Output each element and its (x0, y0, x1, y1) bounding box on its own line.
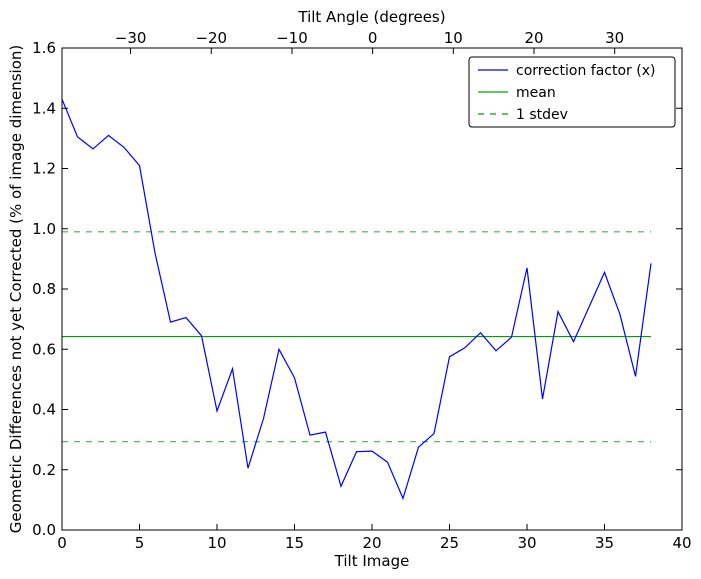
top-axis-label: Tilt Angle (degrees) (297, 8, 445, 26)
top-tick-label: −10 (276, 29, 308, 47)
y-tick-label: 0.6 (32, 340, 56, 358)
legend-label-mean: mean (516, 85, 556, 101)
top-tick-label: 20 (524, 29, 543, 47)
x-tick-label: 0 (57, 534, 67, 552)
y-tick-label: 1.4 (32, 99, 56, 117)
y-tick-label: 0.8 (32, 280, 56, 298)
y-tick-label: 1.6 (32, 39, 56, 57)
x-tick-label: 15 (285, 534, 304, 552)
y-axis-label: Geometric Differences not yet Corrected … (7, 45, 25, 534)
ticks-layer: 0 5 10 15 20 25 30 35 40 0.0 0.2 0.4 0.6 0.8 1.0 1.2 1.4… (32, 29, 691, 552)
y-tick-label: 0.2 (32, 461, 56, 479)
y-tick-label: 0.4 (32, 401, 56, 419)
legend-label-stdev: 1 stdev (516, 107, 568, 123)
top-tick-label: 30 (605, 29, 624, 47)
correction-factor-line (61, 98, 652, 501)
x-tick-label: 35 (595, 534, 614, 552)
x-tick-label: 25 (440, 534, 459, 552)
top-tick-label: 10 (444, 29, 463, 47)
y-tick-label: 1.2 (32, 160, 56, 178)
x-tick-label: 30 (517, 534, 536, 552)
series-layer (61, 98, 652, 501)
x-tick-label: 10 (207, 534, 226, 552)
x-tick-label: 40 (672, 534, 691, 552)
x-tick-label: 5 (135, 534, 145, 552)
top-tick-label: −20 (195, 29, 227, 47)
x-tick-label: 20 (362, 534, 381, 552)
x-axis-label: Tilt Image (334, 552, 410, 570)
legend-box (468, 56, 676, 128)
legend-label-correction: correction factor (x) (516, 63, 655, 79)
top-tick-label: 0 (368, 29, 378, 47)
y-tick-label: 0.0 (32, 521, 56, 539)
y-tick-label: 1.0 (32, 220, 56, 238)
legend: correction factor (x) mean 1 stdev (468, 56, 676, 128)
top-tick-label: −30 (115, 29, 147, 47)
